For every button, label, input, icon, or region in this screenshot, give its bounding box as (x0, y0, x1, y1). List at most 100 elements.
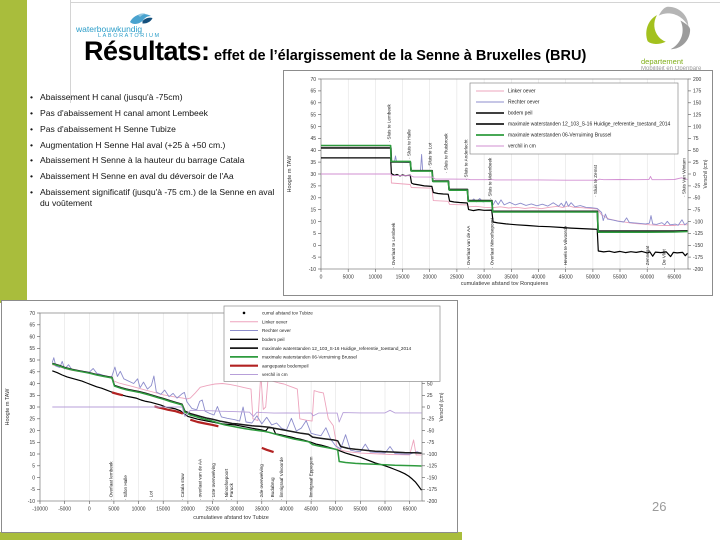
svg-text:· Sluis te Anderlecht: · Sluis te Anderlecht (463, 139, 468, 181)
bullet-text: Abaissement H Senne en aval du déversoir… (40, 171, 234, 182)
departement-logo-name: departement (641, 57, 684, 66)
svg-text:Linker oever: Linker oever (262, 319, 288, 324)
svg-text:0: 0 (427, 405, 430, 411)
svg-text:65: 65 (310, 89, 316, 95)
bullet-text: Pas d'abaissement H canal amont Lembeek (40, 107, 208, 118)
top-chart-canvas: 0 5000 10000 15000 20000 25000 30000 35000 40000… (287, 77, 709, 287)
svg-text:Hoogte m TAW: Hoogte m TAW (5, 388, 11, 426)
svg-text:55: 55 (310, 112, 316, 118)
bullet-item: • Abaissement H Senne à la hauteur du bar… (30, 155, 284, 166)
bullet-icon: • (30, 171, 34, 182)
svg-text:50: 50 (310, 124, 316, 130)
svg-text:45: 45 (29, 370, 35, 376)
svg-text:25000: 25000 (450, 275, 464, 281)
svg-text:10: 10 (29, 452, 35, 458)
svg-text:-150: -150 (427, 475, 437, 481)
slide-frame-line-vertical (70, 0, 71, 103)
waterbouwkundig-lab-logo-line2: LABORATORIUM (98, 32, 161, 39)
svg-text:· Paruck: · Paruck (229, 482, 234, 500)
svg-text:-200: -200 (693, 267, 703, 273)
svg-text:-5000: -5000 (58, 507, 71, 513)
bullet-item: • Abaissement H Senne en aval du déversoi… (30, 171, 284, 182)
svg-text:· Lot: · Lot (148, 490, 153, 500)
svg-text:25: 25 (427, 393, 433, 399)
svg-text:· Sluis Van Wintam: · Sluis Van Wintam (681, 158, 686, 197)
svg-text:15: 15 (310, 207, 316, 213)
slide-title-sub: effet de l’élargissement de la Senne à B… (213, 48, 587, 64)
svg-text:0: 0 (320, 275, 323, 281)
svg-text:5: 5 (32, 464, 35, 470)
svg-text:35000: 35000 (504, 275, 518, 281)
bullet-icon: • (30, 107, 34, 118)
waterbouwkundig-lab-logo-line1: waterbouwkundig (76, 24, 143, 34)
svg-text:65: 65 (29, 323, 35, 329)
svg-text:20000: 20000 (423, 275, 437, 281)
svg-text:Verschil (cm): Verschil (cm) (439, 392, 445, 421)
svg-text:40000: 40000 (280, 507, 294, 513)
svg-text:45000: 45000 (559, 275, 573, 281)
bullet-icon: • (30, 187, 34, 198)
svg-text:20: 20 (29, 428, 35, 434)
bullet-list: • Abaissement H canal (jusqu'à -75cm) • Pas… (30, 92, 284, 210)
svg-text:40: 40 (29, 381, 35, 387)
svg-text:0: 0 (88, 507, 91, 513)
svg-text:55000: 55000 (353, 507, 367, 513)
bottom-chart-canvas: -10000 -5000 0 5000 10000 15000 20000 25000 3000… (5, 305, 445, 521)
departement-logo-subline: Mobiliteit en Openbare Werken (641, 66, 702, 70)
svg-text:35: 35 (29, 393, 35, 399)
svg-text:maximale waterstanden 06-Verru: maximale waterstanden 06-Verruiming Brus… (262, 355, 357, 360)
svg-text:40: 40 (310, 148, 316, 154)
svg-text:125: 125 (693, 112, 702, 118)
svg-text:150: 150 (693, 101, 702, 107)
slide-frame-line-horizontal (70, 2, 720, 3)
svg-text:· Overlaat van de AA: · Overlaat van de AA (466, 225, 471, 268)
svg-text:-150: -150 (693, 243, 703, 249)
svg-text:maximale waterstanden 06-Verru: maximale waterstanden 06-Verruiming Brus… (508, 133, 611, 139)
bullet-icon: • (30, 92, 34, 102)
svg-text:Rechter oever: Rechter oever (262, 328, 291, 333)
svg-text:· Overlaat te Lembeek: · Overlaat te Lembeek (391, 222, 396, 268)
svg-text:maximale waterstanden 12_103_S: maximale waterstanden 12_103_S-16 Huidig… (262, 346, 412, 351)
svg-text:40000: 40000 (532, 275, 546, 281)
svg-text:maximale waterstanden 12_103_S: maximale waterstanden 12_103_S-16 Huidig… (508, 122, 671, 128)
svg-text:15000: 15000 (156, 507, 170, 513)
svg-text:60000: 60000 (378, 507, 392, 513)
svg-text:60: 60 (310, 101, 316, 107)
svg-text:-10000: -10000 (32, 507, 48, 513)
svg-text:-100: -100 (693, 219, 703, 225)
svg-text:-50: -50 (427, 428, 434, 434)
svg-text:· limnigraaf Vilvoorde: · limnigraaf Vilvoorde (279, 457, 284, 501)
svg-text:5: 5 (313, 231, 316, 237)
svg-text:verchil in cm: verchil in cm (262, 372, 288, 377)
svg-text:· Sluis te Lembeek: · Sluis te Lembeek (387, 104, 392, 143)
svg-text:Verschil (cm): Verschil (cm) (703, 159, 709, 188)
svg-text:-10: -10 (309, 267, 316, 273)
departement-logo: departement Mobiliteit en Openbare Werke… (641, 5, 716, 70)
svg-text:-175: -175 (693, 255, 703, 261)
bullet-item: • Augmentation H Senne Hal aval (+25 à +5… (30, 140, 284, 151)
svg-text:45000: 45000 (304, 507, 318, 513)
bullet-icon: • (30, 139, 34, 150)
svg-text:Linker oever: Linker oever (508, 89, 536, 95)
svg-text:15000: 15000 (396, 275, 410, 281)
svg-text:25: 25 (310, 184, 316, 190)
svg-text:-25: -25 (427, 417, 434, 423)
svg-text:· limnigraaf Eppegem: · limnigraaf Eppegem (309, 456, 314, 500)
svg-text:Rechter oever: Rechter oever (508, 100, 540, 106)
bullet-item: • Pas d'abaissement H Senne Tubize (30, 124, 284, 135)
svg-text:-200: -200 (427, 499, 437, 505)
svg-text:5000: 5000 (343, 275, 354, 281)
svg-text:· Overlaat Ninoofsepoort: · Overlaat Ninoofsepoort (489, 217, 494, 268)
svg-text:-5: -5 (31, 487, 36, 493)
bullet-item: • Pas d'abaissement H canal amont Lembeek (30, 108, 284, 119)
svg-text:35000: 35000 (255, 507, 269, 513)
svg-text:-125: -125 (693, 231, 703, 237)
svg-text:-10: -10 (28, 499, 35, 505)
bullet-text: Pas d'abaissement H Senne Tubize (40, 123, 176, 134)
bullet-text: Augmentation H Senne Hal aval (+25 à +50… (40, 139, 226, 150)
svg-text:-75: -75 (427, 440, 434, 446)
svg-text:-5: -5 (312, 255, 317, 261)
accent-bar-left (0, 0, 27, 303)
svg-text:15: 15 (29, 440, 35, 446)
slide-title-main: Résultats: (84, 36, 210, 66)
